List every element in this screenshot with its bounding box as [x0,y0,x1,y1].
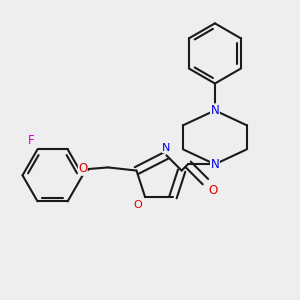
Text: N: N [211,104,219,117]
Text: N: N [211,158,219,171]
Text: F: F [28,134,34,147]
Text: N: N [162,143,171,153]
Text: O: O [134,200,142,210]
Text: O: O [78,163,87,176]
Text: O: O [208,184,217,197]
